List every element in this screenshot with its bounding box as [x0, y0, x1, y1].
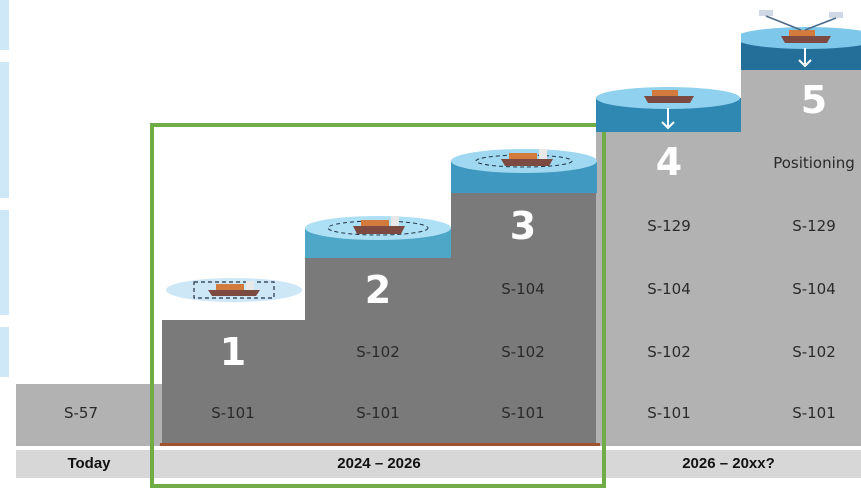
step-2-s102: S-102	[356, 343, 400, 361]
step-number-2: 2	[364, 268, 392, 312]
edge-fragment-2	[0, 62, 9, 198]
step-1	[162, 320, 305, 446]
edge-fragment-4	[0, 327, 9, 377]
step-3-s102: S-102	[501, 343, 545, 361]
period-b-label: 2026 – 20xx?	[682, 455, 775, 472]
step-4-s104: S-104	[647, 280, 691, 298]
step-5-s101: S-101	[792, 404, 836, 422]
step-number-1: 1	[219, 330, 247, 374]
step-2-s101: S-101	[356, 404, 400, 422]
standard-s57: S-57	[63, 404, 99, 422]
step-3-s104: S-104	[501, 280, 545, 298]
step-4	[596, 130, 741, 446]
step-3-s101: S-101	[501, 404, 545, 422]
step-1-s101: S-101	[211, 404, 255, 422]
disc-4-icon	[596, 84, 741, 132]
step-today	[16, 384, 162, 446]
edge-fragment-1	[0, 0, 9, 50]
disc-3-icon	[451, 143, 597, 193]
step-4-s102: S-102	[647, 343, 691, 361]
step-5-positioning: Positioning	[773, 154, 855, 172]
step-5-s104: S-104	[792, 280, 836, 298]
disc-2-icon	[305, 208, 451, 258]
period-bar	[16, 450, 861, 478]
step-5	[741, 68, 861, 446]
step-number-3: 3	[509, 204, 537, 248]
step-number-4: 4	[655, 140, 683, 184]
step-3	[451, 193, 596, 446]
disc-1-icon	[164, 268, 304, 304]
step-4-s101: S-101	[647, 404, 691, 422]
step-number-5: 5	[800, 78, 828, 122]
disc-5-icon	[741, 4, 861, 70]
edge-fragment-3	[0, 210, 9, 315]
step-2	[305, 257, 451, 446]
step-5-s129: S-129	[792, 217, 836, 235]
baseline	[160, 443, 600, 446]
step-4-s129: S-129	[647, 217, 691, 235]
highlight-box	[150, 123, 606, 488]
period-a-label: 2024 – 2026	[337, 455, 421, 472]
period-today-label: Today	[67, 455, 111, 472]
step-5-s102: S-102	[792, 343, 836, 361]
